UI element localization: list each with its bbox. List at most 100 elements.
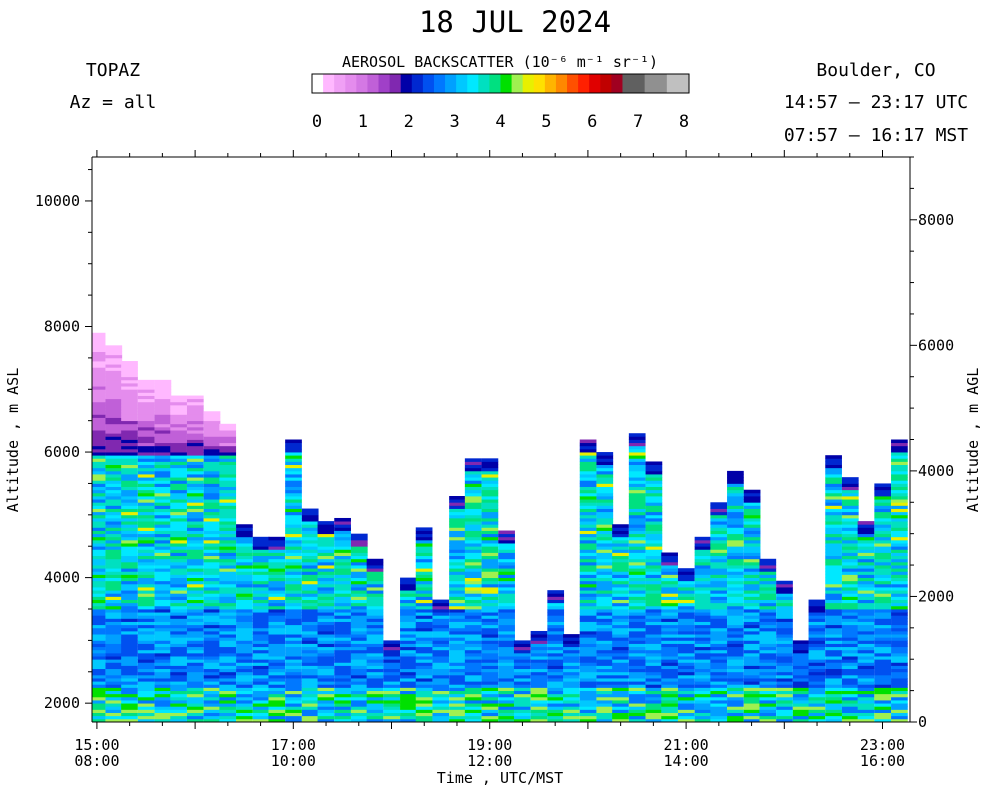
backscatter-cell xyxy=(677,643,695,648)
backscatter-cell xyxy=(121,656,138,660)
backscatter-cell xyxy=(694,681,712,685)
backscatter-cell xyxy=(694,678,712,682)
backscatter-cell xyxy=(170,659,187,663)
backscatter-cell xyxy=(105,364,123,368)
backscatter-cell xyxy=(317,568,335,572)
backscatter-cell xyxy=(121,445,138,450)
backscatter-cell xyxy=(579,521,597,525)
backscatter-cell xyxy=(874,627,892,632)
backscatter-cell xyxy=(874,659,892,663)
backscatter-cell xyxy=(857,612,875,616)
backscatter-cell xyxy=(137,502,155,506)
backscatter-cell xyxy=(252,627,270,632)
backscatter-cell xyxy=(203,590,221,594)
backscatter-cell xyxy=(121,630,138,635)
profile-column xyxy=(203,411,221,723)
backscatter-cell xyxy=(186,474,204,478)
backscatter-cell xyxy=(792,678,810,682)
backscatter-cell xyxy=(694,715,712,720)
backscatter-cell xyxy=(743,652,761,657)
backscatter-cell xyxy=(645,712,663,717)
backscatter-cell xyxy=(825,627,842,632)
backscatter-cell xyxy=(268,678,286,682)
backscatter-cell xyxy=(792,656,810,660)
backscatter-cell xyxy=(530,637,548,641)
backscatter-cell xyxy=(628,536,646,541)
backscatter-cell xyxy=(383,700,401,704)
backscatter-cell xyxy=(596,508,614,513)
backscatter-cell xyxy=(825,533,842,538)
backscatter-cell xyxy=(121,524,138,528)
backscatter-cell xyxy=(219,583,237,588)
backscatter-cell xyxy=(841,684,859,688)
backscatter-cell xyxy=(891,624,908,629)
backscatter-cell xyxy=(268,593,286,597)
backscatter-cell xyxy=(317,637,335,641)
backscatter-cell xyxy=(579,486,597,491)
backscatter-cell xyxy=(628,627,646,632)
backscatter-cell xyxy=(596,536,614,541)
backscatter-cell xyxy=(743,511,761,516)
backscatter-cell xyxy=(449,502,466,506)
backscatter-cell xyxy=(154,649,172,654)
backscatter-cell xyxy=(694,687,712,692)
backscatter-cell xyxy=(137,671,155,676)
backscatter-cell xyxy=(727,583,744,588)
backscatter-cell xyxy=(170,609,187,613)
backscatter-cell xyxy=(137,430,155,434)
backscatter-cell xyxy=(628,470,646,475)
backscatter-cell xyxy=(350,640,368,644)
backscatter-cell xyxy=(285,681,302,685)
backscatter-cell xyxy=(464,571,482,575)
backscatter-cell xyxy=(891,505,908,509)
backscatter-cell xyxy=(628,718,646,723)
backscatter-cell xyxy=(464,568,482,572)
backscatter-cell xyxy=(661,621,678,626)
backscatter-cell xyxy=(137,398,155,403)
backscatter-cell xyxy=(825,492,842,497)
backscatter-cell xyxy=(268,546,286,550)
backscatter-cell xyxy=(415,602,433,607)
backscatter-cell xyxy=(170,612,187,616)
backscatter-cell xyxy=(219,643,237,648)
backscatter-cell xyxy=(137,533,155,538)
backscatter-cell xyxy=(841,555,859,560)
backscatter-cell xyxy=(727,662,744,666)
backscatter-cell xyxy=(743,489,761,494)
backscatter-cell xyxy=(874,612,892,616)
backscatter-cell xyxy=(874,696,892,701)
backscatter-cell xyxy=(628,571,646,575)
backscatter-cell xyxy=(170,411,187,415)
backscatter-cell xyxy=(612,583,629,588)
backscatter-cell xyxy=(317,615,335,619)
backscatter-cell xyxy=(628,474,646,478)
backscatter-cell xyxy=(547,709,565,713)
backscatter-cell xyxy=(579,508,597,513)
backscatter-cell xyxy=(334,568,351,572)
backscatter-cell xyxy=(317,690,335,695)
backscatter-cell xyxy=(285,652,302,657)
backscatter-cell xyxy=(727,508,744,513)
backscatter-cell xyxy=(645,665,663,670)
backscatter-cell xyxy=(628,605,646,610)
backscatter-cell xyxy=(449,599,466,604)
backscatter-cell xyxy=(432,627,450,632)
backscatter-cell xyxy=(710,593,728,597)
backscatter-cell xyxy=(121,539,138,544)
backscatter-cell xyxy=(252,624,270,629)
backscatter-cell xyxy=(268,568,286,572)
backscatter-cell xyxy=(137,408,155,412)
backscatter-cell xyxy=(301,602,319,607)
backscatter-cell xyxy=(186,505,204,509)
backscatter-cell xyxy=(252,703,270,707)
x-tick-label-mst: 16:00 xyxy=(860,752,905,770)
backscatter-cell xyxy=(203,587,221,591)
backscatter-cell xyxy=(350,715,368,720)
backscatter-cell xyxy=(579,458,597,462)
backscatter-cell xyxy=(841,489,859,494)
backscatter-cell xyxy=(677,612,695,616)
backscatter-cell xyxy=(301,517,319,522)
backscatter-cell xyxy=(121,536,138,541)
backscatter-cell xyxy=(121,668,138,673)
backscatter-cell xyxy=(481,612,499,616)
